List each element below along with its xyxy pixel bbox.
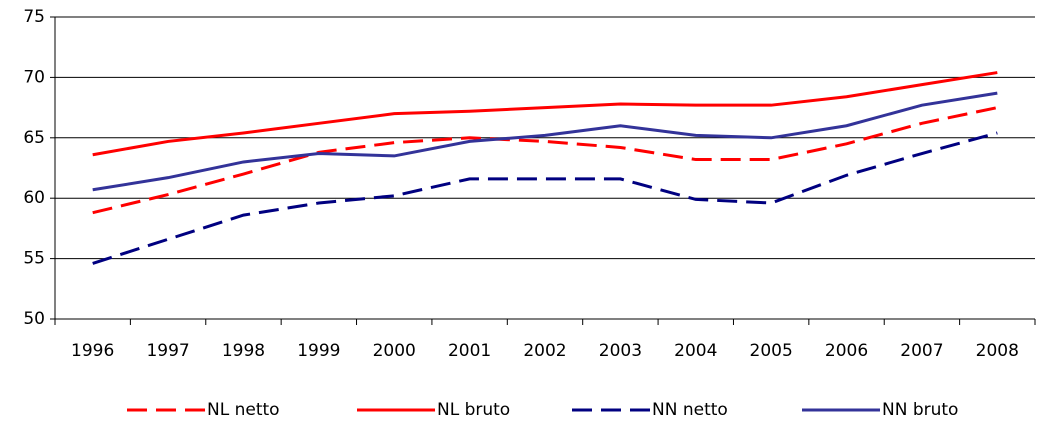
x-tick-label: 2008 xyxy=(976,341,1019,361)
x-tick-label: 1998 xyxy=(222,341,265,361)
y-tick-label: 70 xyxy=(23,67,45,87)
x-tick-label: 2003 xyxy=(599,341,642,361)
legend-label: NN netto xyxy=(652,400,728,420)
x-tick-label: 2004 xyxy=(674,341,717,361)
x-tick-label: 1999 xyxy=(297,341,340,361)
line xyxy=(92,71,998,157)
legend-label: NN bruto xyxy=(882,400,958,420)
x-tick-label: 1996 xyxy=(71,341,114,361)
x-tick-label: 2000 xyxy=(373,341,416,361)
x-tick-label: 2002 xyxy=(523,341,566,361)
line xyxy=(92,91,998,192)
x-tick-label: 1997 xyxy=(146,341,189,361)
x-tick-label: 2007 xyxy=(900,341,943,361)
y-tick-label: 75 xyxy=(23,7,45,27)
legend-label: NL netto xyxy=(207,400,280,420)
x-tick-label: 2006 xyxy=(825,341,868,361)
x-tick-label: 2001 xyxy=(448,341,491,361)
y-tick-label: 60 xyxy=(23,188,45,208)
y-tick-label: 55 xyxy=(23,249,45,269)
y-tick-label: 65 xyxy=(23,128,45,148)
line xyxy=(92,131,998,265)
line xyxy=(92,106,998,215)
y-tick-label: 50 xyxy=(23,309,45,329)
legend-label: NL bruto xyxy=(437,400,510,420)
x-tick-label: 2005 xyxy=(750,341,793,361)
